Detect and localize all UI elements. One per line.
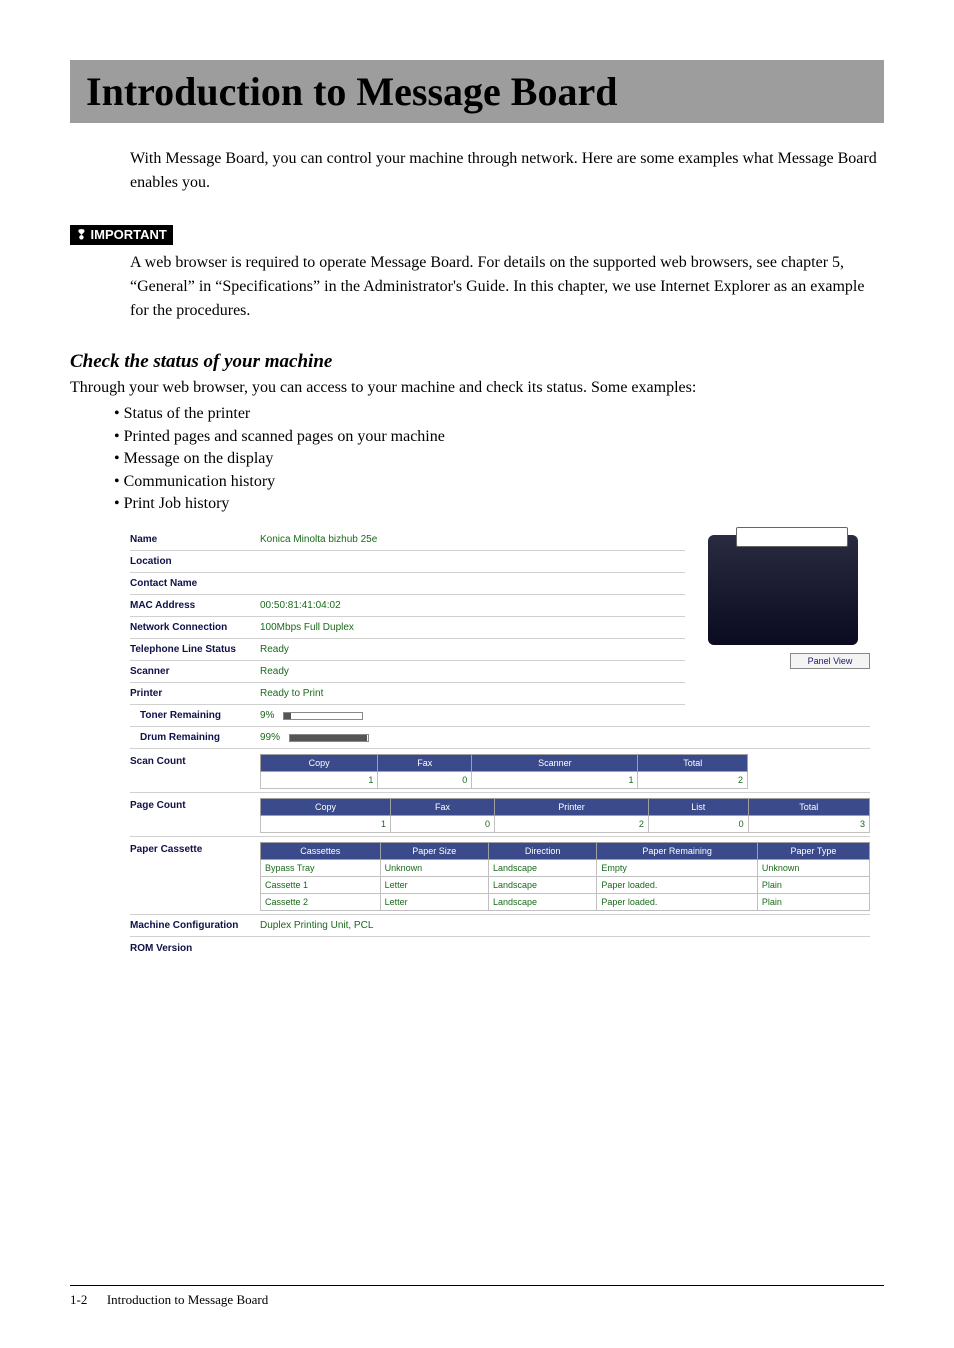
list-item: Printed pages and scanned pages on your … — [114, 426, 884, 448]
list-item: Communication history — [114, 471, 884, 493]
row-value: Ready — [260, 644, 685, 655]
row-label: MAC Address — [130, 600, 260, 611]
td: 0 — [391, 816, 495, 833]
td: Unknown — [380, 860, 488, 877]
td: 0 — [648, 816, 748, 833]
row-value: 99% — [260, 732, 870, 743]
list-item: Message on the display — [114, 448, 884, 470]
row-label: Network Connection — [130, 622, 260, 633]
td: 2 — [495, 816, 649, 833]
toner-progress — [283, 712, 363, 720]
td: Plain — [757, 894, 869, 911]
td: 0 — [378, 772, 472, 789]
th: Paper Type — [757, 843, 869, 860]
td: 2 — [638, 772, 748, 789]
row-value: Ready to Print — [260, 688, 685, 699]
td: Bypass Tray — [261, 860, 381, 877]
th: List — [648, 799, 748, 816]
row-label: Page Count — [130, 796, 260, 833]
intro-paragraph: With Message Board, you can control your… — [130, 147, 884, 195]
section-intro: Through your web browser, you can access… — [70, 377, 884, 399]
section-heading: Check the status of your machine — [70, 351, 884, 373]
page-footer: 1-2 Introduction to Message Board — [70, 1285, 884, 1308]
footer-page-number: 1-2 — [70, 1292, 87, 1307]
th: Printer — [495, 799, 649, 816]
list-item: Status of the printer — [114, 403, 884, 425]
row-value: 00:50:81:41:04:02 — [260, 600, 685, 611]
th: Total — [638, 755, 748, 772]
scan-count-table: Copy Fax Scanner Total 1 0 1 2 — [260, 754, 748, 789]
row-label: Name — [130, 534, 260, 545]
row-label: Scanner — [130, 666, 260, 677]
page-title: Introduction to Message Board — [86, 68, 868, 115]
drum-pct: 99% — [260, 732, 280, 743]
row-label: Paper Cassette — [130, 840, 260, 911]
title-bar: Introduction to Message Board — [70, 60, 884, 123]
td: Letter — [380, 894, 488, 911]
row-value: Ready — [260, 666, 685, 677]
row-value: Konica Minolta bizhub 25e — [260, 534, 685, 545]
td: Cassette 2 — [261, 894, 381, 911]
row-label: Drum Remaining — [130, 732, 260, 743]
paper-cassette-table: Cassettes Paper Size Direction Paper Rem… — [260, 842, 870, 911]
drum-progress — [289, 734, 369, 742]
td: Paper loaded. — [597, 877, 758, 894]
td: Letter — [380, 877, 488, 894]
row-label: Scan Count — [130, 752, 260, 789]
td: Landscape — [488, 877, 596, 894]
td: 3 — [748, 816, 869, 833]
status-screenshot: NameKonica Minolta bizhub 25e Location C… — [130, 529, 870, 959]
important-tag: IMPORTANT — [70, 225, 173, 245]
th: Cassettes — [261, 843, 381, 860]
row-label: Location — [130, 556, 260, 567]
list-item: Print Job history — [114, 493, 884, 515]
td: 1 — [261, 772, 378, 789]
row-label: Toner Remaining — [130, 710, 260, 721]
td: Unknown — [757, 860, 869, 877]
td: Cassette 1 — [261, 877, 381, 894]
th: Copy — [261, 755, 378, 772]
row-label: Contact Name — [130, 578, 260, 589]
th: Paper Size — [380, 843, 488, 860]
printer-image — [708, 535, 858, 645]
important-paragraph: A web browser is required to operate Mes… — [130, 251, 884, 323]
td: Paper loaded. — [597, 894, 758, 911]
toner-pct: 9% — [260, 710, 274, 721]
row-value: Duplex Printing Unit, PCL — [260, 920, 870, 931]
td: 1 — [261, 816, 391, 833]
td: Landscape — [488, 894, 596, 911]
row-label: Telephone Line Status — [130, 644, 260, 655]
bullet-list: Status of the printer Printed pages and … — [114, 403, 884, 515]
row-label: Printer — [130, 688, 260, 699]
td: Empty — [597, 860, 758, 877]
row-value: 100Mbps Full Duplex — [260, 622, 685, 633]
td: Landscape — [488, 860, 596, 877]
td: Plain — [757, 877, 869, 894]
footer-title: Introduction to Message Board — [107, 1292, 268, 1307]
th: Fax — [391, 799, 495, 816]
row-label: ROM Version — [130, 943, 260, 954]
th: Fax — [378, 755, 472, 772]
row-label: Machine Configuration — [130, 920, 260, 931]
th: Scanner — [472, 755, 638, 772]
th: Total — [748, 799, 869, 816]
row-value: 9% — [260, 710, 870, 721]
th: Paper Remaining — [597, 843, 758, 860]
page-count-table: Copy Fax Printer List Total 1 0 2 0 3 — [260, 798, 870, 833]
th: Direction — [488, 843, 596, 860]
th: Copy — [261, 799, 391, 816]
td: 1 — [472, 772, 638, 789]
panel-view-button[interactable]: Panel View — [790, 653, 870, 669]
